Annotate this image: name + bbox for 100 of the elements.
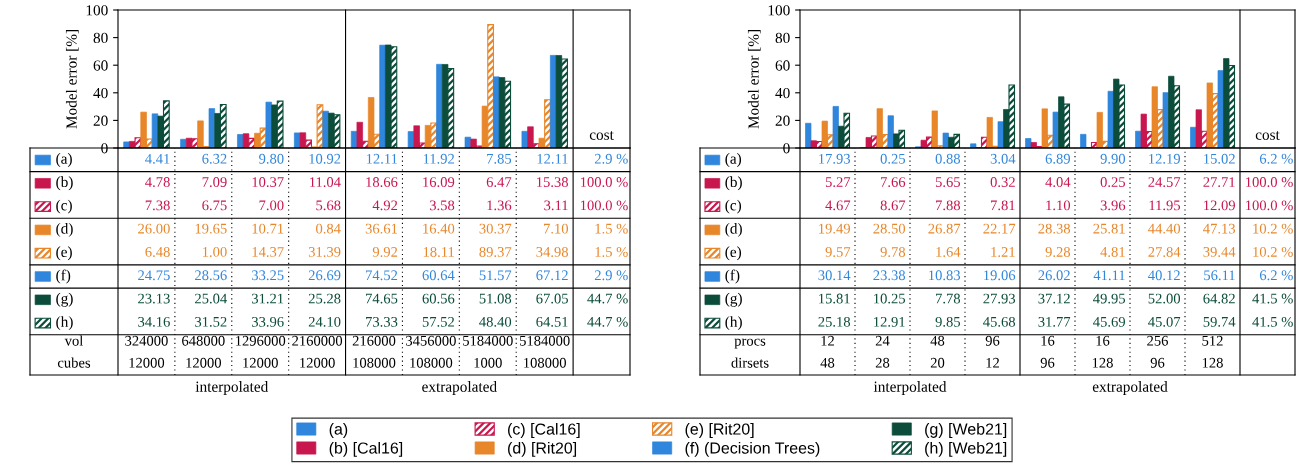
- data-label: 0.84: [316, 223, 341, 234]
- y-tick-label: 20: [93, 115, 108, 126]
- text: (h): [56, 316, 73, 331]
- data-label: 34.16: [138, 316, 170, 327]
- data-label: 7.38: [145, 200, 170, 211]
- data-label: 0.25: [880, 153, 906, 164]
- text: extrapolated: [422, 381, 497, 395]
- text: 100.0 %: [580, 200, 628, 211]
- data-label: 7.66: [881, 177, 906, 188]
- data-label: 89.37: [479, 247, 512, 257]
- y-tick-label: 20: [775, 115, 790, 126]
- category-label: 324000 12000: [125, 335, 168, 368]
- data-label: 28.56: [195, 270, 227, 281]
- data-label: 52.00: [1148, 293, 1181, 304]
- data-label: 56.11: [1204, 270, 1235, 281]
- data-label: 7.00: [259, 200, 284, 211]
- data-label: 10.83: [929, 270, 961, 281]
- data-label: 3.11: [544, 200, 568, 211]
- y-tick-label: 60: [93, 60, 108, 71]
- data-label: 28.50: [873, 223, 906, 234]
- data-label: 74.52: [366, 270, 398, 281]
- data-label: 64.82: [1203, 293, 1235, 304]
- data-label: 11.92: [423, 153, 454, 164]
- data-label: 9.57: [825, 247, 851, 257]
- data-label: 0.32: [990, 177, 1015, 188]
- data-label: 60.64: [422, 270, 455, 281]
- data-label: 12.11: [366, 153, 398, 164]
- data-label: 31.77: [1038, 316, 1071, 327]
- text: (c): [725, 199, 742, 214]
- data-label: 12.19: [1149, 153, 1180, 164]
- category-label: 3456000 108000: [406, 335, 456, 368]
- data-label: 4.81: [1100, 247, 1125, 257]
- data-label: 4.41: [145, 153, 170, 164]
- text: cubes: [57, 357, 91, 368]
- text: (g): [56, 292, 73, 307]
- data-label: 4.04: [1045, 177, 1071, 188]
- data-label: 14.37: [252, 247, 284, 257]
- data-label: 67.12: [536, 270, 568, 281]
- data-label: 18.66: [366, 177, 398, 188]
- data-label: 26.00: [138, 223, 170, 234]
- text: procs: [734, 338, 766, 349]
- data-label: 26.02: [1038, 270, 1070, 281]
- data-label: 31.21: [252, 293, 284, 304]
- data-label: 7.85: [487, 153, 512, 164]
- data-label: 8.67: [880, 200, 906, 211]
- data-label: 4.67: [825, 200, 851, 211]
- data-label: 25.81: [1093, 223, 1125, 234]
- text: 100.0 %: [580, 177, 628, 188]
- data-label: 28.38: [1038, 223, 1071, 234]
- data-label: 9.80: [259, 153, 284, 164]
- text: 1.5 %: [595, 247, 628, 257]
- category-label: 12 48: [820, 335, 835, 368]
- text: (h): [725, 316, 742, 331]
- y-axis-title: Model error [%]: [747, 30, 761, 129]
- data-label: 19.06: [984, 270, 1016, 281]
- data-label: 34.98: [536, 247, 568, 257]
- data-label: 48.40: [479, 316, 512, 327]
- y-tick-label: 80: [775, 32, 790, 44]
- data-label: 33.25: [252, 270, 284, 281]
- data-label: 17.93: [819, 153, 851, 164]
- text: (c): [56, 199, 72, 214]
- data-label: 67.05: [536, 293, 568, 304]
- legend-label: (g) [Web21]: [925, 423, 1007, 438]
- data-label: 7.81: [991, 200, 1015, 211]
- text: (d): [725, 222, 742, 237]
- text: 44.7 %: [587, 293, 628, 304]
- data-label: 3.96: [1100, 200, 1126, 211]
- data-label: 1.10: [1046, 200, 1071, 211]
- y-tick-label: 80: [93, 32, 108, 44]
- text: (f): [56, 269, 71, 284]
- data-label: 40.12: [1148, 270, 1180, 281]
- legend-label: (c) [Cal16]: [508, 423, 580, 438]
- data-label: 12.91: [874, 316, 905, 327]
- data-label: 7.09: [202, 177, 227, 188]
- data-label: 25.18: [818, 316, 851, 327]
- legend-label: (f) (Decision Trees): [685, 441, 820, 457]
- text: 2.9 %: [594, 270, 628, 281]
- data-label: 27.93: [983, 293, 1016, 304]
- text: cost: [589, 131, 614, 140]
- data-label: 22.17: [983, 223, 1016, 234]
- data-label: 9.85: [935, 316, 961, 327]
- data-label: 19.65: [195, 223, 227, 234]
- data-label: 5.65: [935, 177, 961, 188]
- data-label: 27.71: [1203, 177, 1235, 188]
- data-label: 30.37: [479, 223, 512, 234]
- y-tick-label: 100: [768, 5, 790, 16]
- data-label: 5.68: [316, 200, 341, 211]
- data-label: 9.78: [880, 247, 906, 257]
- y-tick-label: 60: [775, 60, 790, 71]
- category-label: 2160000 12000: [292, 335, 343, 368]
- category-label: 16 96: [1040, 335, 1055, 368]
- data-label: 45.68: [983, 316, 1016, 327]
- data-label: 15.02: [1204, 153, 1235, 164]
- data-label: 64.51: [536, 316, 568, 327]
- data-label: 36.61: [365, 223, 398, 234]
- data-label: 12.09: [1204, 200, 1235, 211]
- category-label: 48 20: [930, 335, 945, 368]
- y-tick-label: 0: [783, 143, 790, 154]
- text: (d): [56, 222, 73, 237]
- data-label: 4.92: [372, 200, 398, 211]
